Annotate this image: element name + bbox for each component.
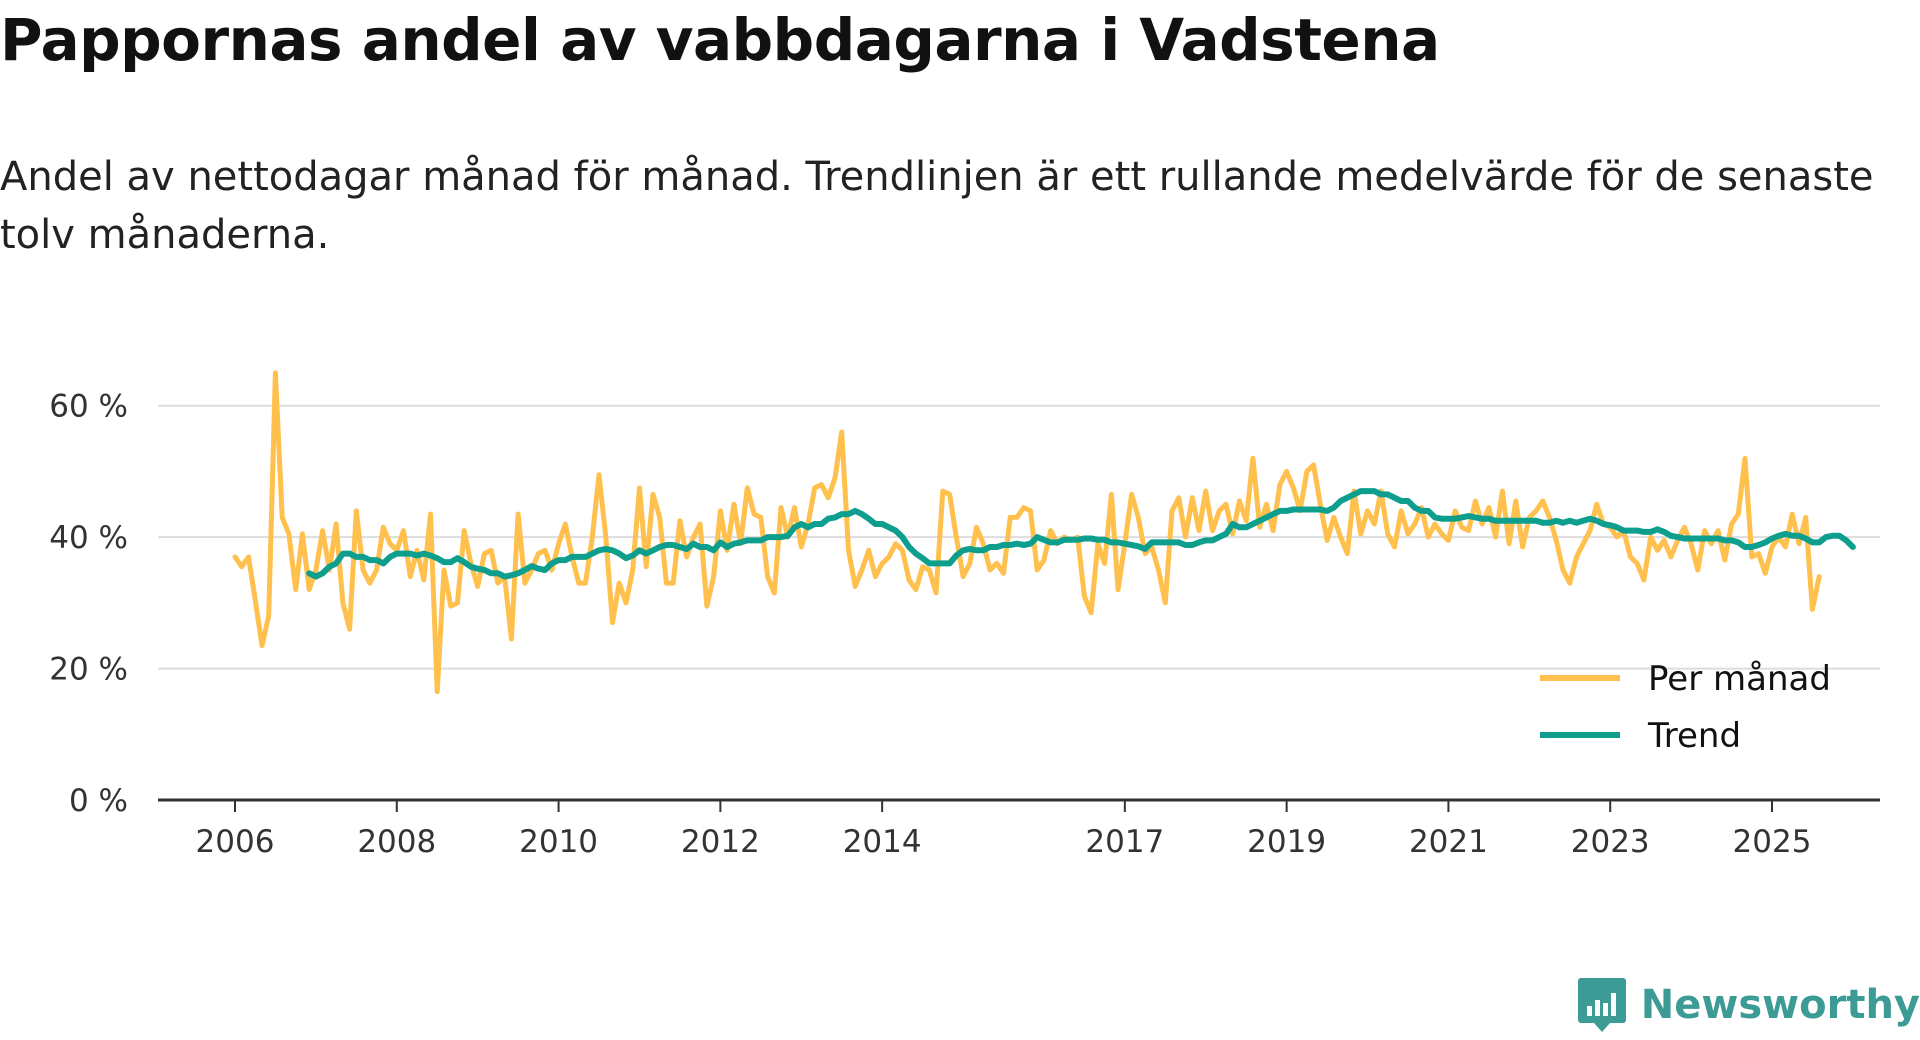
x-tick-label: 2012 [681,824,760,860]
series-line-per-manad [232,370,1822,695]
y-tick-label: 20 % [49,652,128,688]
series-line-trend [306,488,1856,580]
y-tick-label: 40 % [49,520,128,556]
bar-chart-logo-icon [1577,978,1626,1032]
chart-title: Pappornas andel av vabbdagarna i Vadsten… [0,6,1440,74]
series-lines [232,370,1856,695]
x-tick-label: 2025 [1733,824,1812,860]
x-tick-label: 2019 [1247,824,1326,860]
x-tick-label: 2010 [519,824,598,860]
y-axis-ticks: 0 % 20 % 40 % 60 % [49,389,128,819]
x-tick-label: 2014 [843,824,922,860]
y-tick-label: 60 % [49,389,128,425]
x-tick-label: 2006 [196,824,275,860]
x-tick-label: 2021 [1409,824,1488,860]
x-axis: 2006 2008 2010 2012 2014 2017 2019 2021 2023 2025 [158,798,1880,860]
brand-name: Newsworthy [1640,982,1920,1028]
y-tick-label: 0 % [69,783,128,819]
x-tick-label: 2008 [357,824,436,860]
newsworthy-brand: Newsworthy [1577,976,1920,1034]
grid-lines [158,404,1880,670]
chart-subtitle: Andel av nettodagar månad för månad. Tre… [0,154,1874,258]
legend: Per månad Trend [1540,659,1831,756]
legend-label-trend: Trend [1647,716,1741,756]
x-tick-label: 2017 [1085,824,1164,860]
legend-label-per-manad: Per månad [1648,659,1831,699]
x-tick-label: 2023 [1571,824,1650,860]
